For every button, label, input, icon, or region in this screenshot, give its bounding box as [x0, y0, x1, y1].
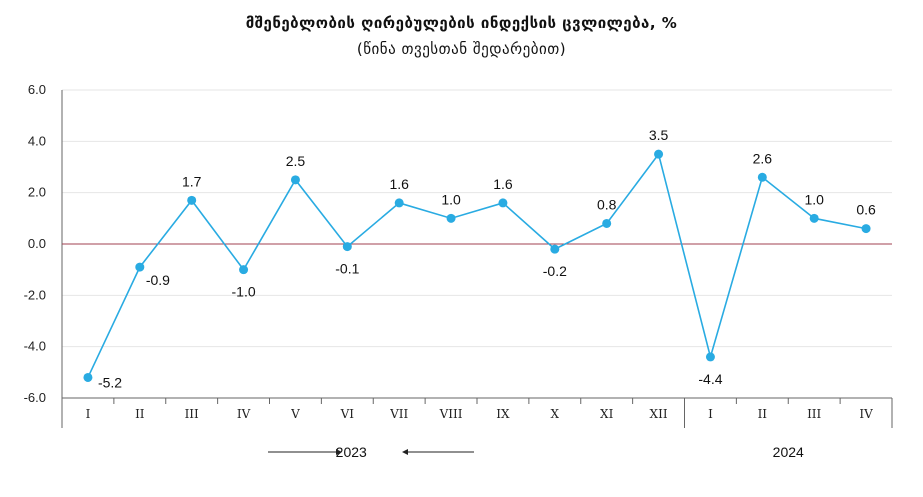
x-tick-label: V — [290, 407, 300, 421]
data-label: -0.1 — [335, 261, 359, 277]
data-label: 1.6 — [493, 176, 513, 192]
data-point — [757, 172, 767, 182]
x-tick-label: VI — [340, 407, 355, 421]
y-tick-label: 0.0 — [28, 236, 46, 251]
data-point — [342, 242, 352, 252]
y-tick-label: 6.0 — [28, 82, 46, 97]
data-point — [187, 195, 197, 205]
y-tick-label: -4.0 — [24, 339, 46, 354]
data-label: 0.6 — [856, 202, 876, 218]
y-tick-label: -6.0 — [24, 390, 46, 405]
x-tick-label: IV — [859, 407, 873, 421]
data-label: 0.8 — [597, 196, 617, 212]
data-label: 1.0 — [804, 191, 824, 207]
x-tick-label: III — [185, 407, 199, 421]
x-tick-label: XII — [650, 407, 668, 421]
data-label: 1.7 — [182, 173, 202, 189]
x-tick-label: IX — [496, 407, 510, 421]
data-label: 2.5 — [286, 153, 306, 169]
data-label: -0.9 — [146, 272, 170, 288]
data-point — [446, 213, 456, 223]
data-point — [394, 198, 404, 208]
x-tick-label: I — [708, 407, 713, 421]
chart-title: მშენებლობის ღირებულების ინდექსის ცვლილებ… — [245, 14, 678, 32]
data-point — [498, 198, 508, 208]
x-tick-label: I — [86, 407, 91, 421]
data-point — [290, 175, 300, 185]
data-point — [135, 262, 145, 272]
data-point — [550, 244, 560, 254]
data-label: -0.2 — [543, 263, 567, 279]
x-tick-label: IV — [237, 407, 251, 421]
series-line — [87, 152, 867, 378]
year-group-label: 2023 — [336, 444, 367, 460]
x-tick-label: II — [135, 407, 145, 421]
data-point — [239, 265, 249, 275]
data-point — [654, 149, 664, 159]
y-tick-label: 2.0 — [28, 185, 46, 200]
year-arrow-left-head — [336, 449, 342, 455]
data-label: 1.0 — [441, 191, 461, 207]
data-point — [809, 213, 819, 223]
year-arrow-right-head — [402, 449, 408, 455]
x-tick-label: X — [551, 407, 560, 421]
data-label: -1.0 — [232, 284, 256, 300]
y-tick-label: -2.0 — [24, 287, 46, 302]
x-tick-label: VIII — [439, 407, 463, 421]
data-label: 1.6 — [389, 176, 409, 192]
data-label: -4.4 — [698, 371, 722, 387]
x-tick-label: II — [758, 407, 768, 421]
data-label: 2.6 — [753, 150, 773, 166]
year-group-label: 2024 — [773, 444, 804, 460]
x-tick-label: VII — [389, 407, 408, 421]
data-label: -5.2 — [98, 374, 122, 390]
data-point — [602, 218, 612, 228]
x-tick-label: XI — [600, 407, 614, 421]
x-tick-label: III — [807, 407, 821, 421]
data-label: 3.5 — [649, 127, 669, 143]
data-point — [861, 224, 871, 234]
data-point — [705, 352, 715, 362]
y-tick-label: 4.0 — [28, 133, 46, 148]
chart-subtitle: (წინა თვესთან შედარებით) — [356, 40, 567, 58]
data-point — [83, 372, 93, 382]
